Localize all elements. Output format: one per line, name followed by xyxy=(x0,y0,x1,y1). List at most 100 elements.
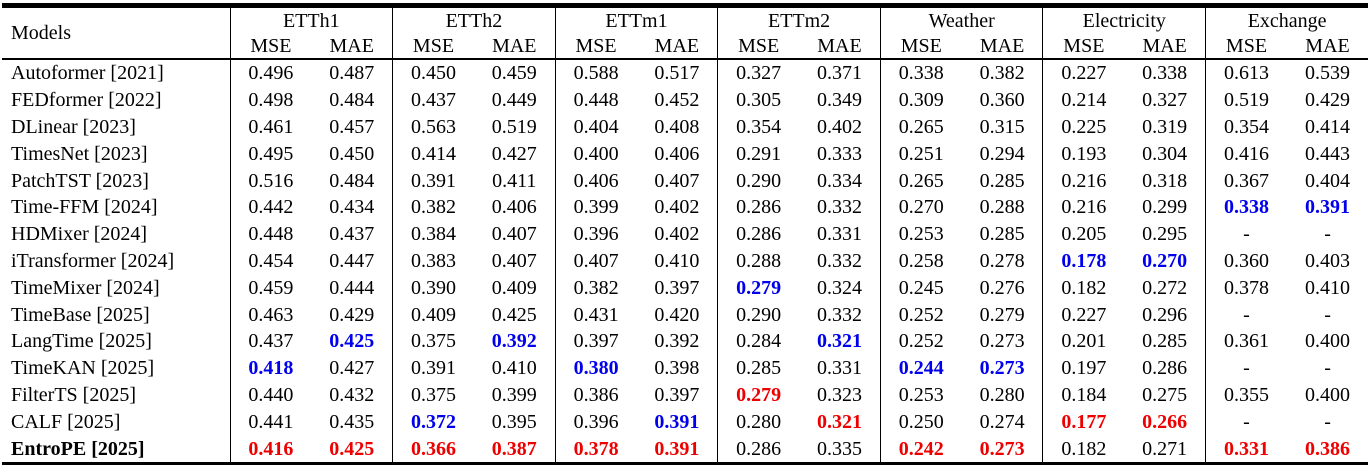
metric-value-cell: 0.406 xyxy=(654,142,700,165)
metric-value-cell: 0.461 xyxy=(229,113,312,141)
metric-value-cell: 0.410 xyxy=(491,357,537,380)
metric-value-cell: 0.271 xyxy=(1142,437,1188,460)
metric-value-cell: 0.450 xyxy=(329,142,375,165)
metric-value-cell: 0.484 xyxy=(329,89,375,112)
metric-value-cell: 0.214 xyxy=(1042,86,1125,114)
model-name-cell: TimesNet [2023] xyxy=(11,142,148,165)
metric-value-cell: 0.333 xyxy=(816,142,862,165)
metric-header-mse: MSE xyxy=(554,33,637,59)
metric-value-cell: 0.387 xyxy=(491,437,537,460)
metric-value-cell: 0.309 xyxy=(879,86,962,114)
metric-value-cell: 0.371 xyxy=(816,62,862,85)
metric-value-cell: 0.516 xyxy=(229,167,312,194)
metric-value-cell: 0.449 xyxy=(491,89,537,112)
column-header-ettm2: ETTm2 xyxy=(717,5,881,33)
metric-value-cell: 0.391 xyxy=(1305,196,1351,219)
metric-value-cell: 0.402 xyxy=(654,223,700,246)
metric-value-cell: 0.290 xyxy=(717,301,800,328)
metric-value-cell: 0.366 xyxy=(392,435,474,464)
metric-value-cell: 0.463 xyxy=(229,301,312,328)
metric-value-cell: 0.285 xyxy=(979,223,1025,246)
model-name-cell: FilterTS [2025] xyxy=(11,383,136,406)
table-row: FEDformer [2022] 0.498 0.484 0.437 0.449 0.44… xyxy=(2,86,1368,114)
metric-value-cell: 0.402 xyxy=(654,196,700,219)
metric-header-mse: MSE xyxy=(392,33,474,59)
table-row: TimeBase [2025] 0.463 0.429 0.409 0.425 0.431… xyxy=(2,301,1368,328)
metric-value-cell: 0.360 xyxy=(979,89,1025,112)
metric-header-mae: MAE xyxy=(1142,34,1187,57)
metric-value-cell: 0.437 xyxy=(329,223,375,246)
metric-value-cell: 0.252 xyxy=(879,301,962,328)
metric-value-cell: 0.402 xyxy=(816,115,862,138)
metric-value-cell: 0.338 xyxy=(879,59,962,87)
metric-value-cell: 0.410 xyxy=(654,249,700,272)
metric-value-cell: 0.294 xyxy=(979,142,1025,165)
metric-value-cell: 0.279 xyxy=(717,274,800,302)
metric-value-cell: 0.378 xyxy=(554,435,637,464)
table-row: Autoformer [2021] 0.496 0.487 0.450 0.459 0.5… xyxy=(2,59,1368,87)
metric-value-cell: 0.272 xyxy=(1142,276,1188,299)
metric-value-cell: 0.517 xyxy=(654,62,700,85)
metric-value-cell: 0.434 xyxy=(329,196,375,219)
metric-value-cell: 0.459 xyxy=(229,274,312,302)
metric-value-cell: 0.319 xyxy=(1142,115,1188,138)
metric-value-cell: 0.367 xyxy=(1205,167,1287,194)
metric-value-cell: 0.459 xyxy=(491,62,537,85)
metric-value-cell: 0.496 xyxy=(229,59,312,87)
metric-value-cell: 0.193 xyxy=(1042,140,1125,168)
metric-value-cell: 0.335 xyxy=(816,437,862,460)
metric-value-cell: 0.400 xyxy=(554,140,637,168)
metric-value-cell: 0.386 xyxy=(554,381,637,409)
metric-value-cell: 0.323 xyxy=(816,383,862,406)
model-name-cell: HDMixer [2024] xyxy=(11,223,148,246)
metric-value-cell: 0.182 xyxy=(1042,274,1125,302)
metric-value-cell: 0.273 xyxy=(979,437,1025,460)
metric-value-cell: 0.399 xyxy=(491,383,537,406)
metric-value-cell: 0.391 xyxy=(392,167,474,194)
metric-value-cell: 0.397 xyxy=(654,276,700,299)
table-row: EntroPE [2025] 0.416 0.425 0.366 0.387 0.378 0… xyxy=(2,435,1368,464)
metric-value-cell: 0.398 xyxy=(654,357,700,380)
metric-value-cell: 0.391 xyxy=(654,437,700,460)
metric-value-cell: 0.265 xyxy=(879,167,962,194)
metric-value-cell: 0.487 xyxy=(329,62,375,85)
metric-header-mae: MAE xyxy=(817,34,862,57)
metric-value-cell: 0.392 xyxy=(491,330,537,353)
metric-value-cell: 0.408 xyxy=(654,115,700,138)
metric-value-cell: 0.227 xyxy=(1042,59,1125,87)
metric-value-cell: 0.332 xyxy=(816,303,862,326)
metric-value-cell: 0.414 xyxy=(1305,115,1351,138)
metric-header-mae: MAE xyxy=(492,34,537,57)
metric-value-cell: 0.409 xyxy=(491,276,537,299)
metric-value-cell: 0.442 xyxy=(229,193,312,221)
metric-value-cell: 0.432 xyxy=(329,383,375,406)
metric-value-cell: 0.216 xyxy=(1042,167,1125,194)
metric-value-cell: 0.397 xyxy=(554,327,637,355)
metric-header-mse: MSE xyxy=(1205,33,1287,59)
metric-value-cell: 0.495 xyxy=(229,140,312,168)
metric-value-cell: 0.284 xyxy=(717,327,800,355)
metric-value-cell: 0.244 xyxy=(879,354,962,382)
metric-value-cell: - xyxy=(1205,408,1287,436)
metric-value-cell: 0.205 xyxy=(1042,220,1125,248)
metric-value-cell: 0.416 xyxy=(229,435,312,464)
metric-value-cell: 0.425 xyxy=(329,437,375,460)
metric-header-mse: MSE xyxy=(1042,33,1125,59)
table-row: DLinear [2023] 0.461 0.457 0.563 0.519 0.404 0… xyxy=(2,113,1368,141)
metric-value-cell: 0.258 xyxy=(879,247,962,275)
metric-value-cell: 0.375 xyxy=(392,327,474,355)
metric-value-cell: 0.288 xyxy=(979,196,1025,219)
model-name-cell: TimeKAN [2025] xyxy=(11,357,155,380)
table-row: iTransformer [2024] 0.454 0.447 0.383 0.407 0… xyxy=(2,247,1368,275)
metric-header-mae: MAE xyxy=(1305,34,1350,57)
metric-value-cell: 0.390 xyxy=(392,274,474,302)
metric-value-cell: 0.429 xyxy=(1305,89,1351,112)
model-name-cell: Autoformer [2021] xyxy=(11,62,164,85)
metric-value-cell: 0.399 xyxy=(554,193,637,221)
metric-value-cell: 0.338 xyxy=(1205,193,1287,221)
metric-value-cell: 0.440 xyxy=(229,381,312,409)
model-name-cell: CALF [2025] xyxy=(11,410,121,433)
metric-value-cell: 0.245 xyxy=(879,274,962,302)
table-row: TimesNet [2023] 0.495 0.450 0.414 0.427 0.400… xyxy=(2,140,1368,168)
